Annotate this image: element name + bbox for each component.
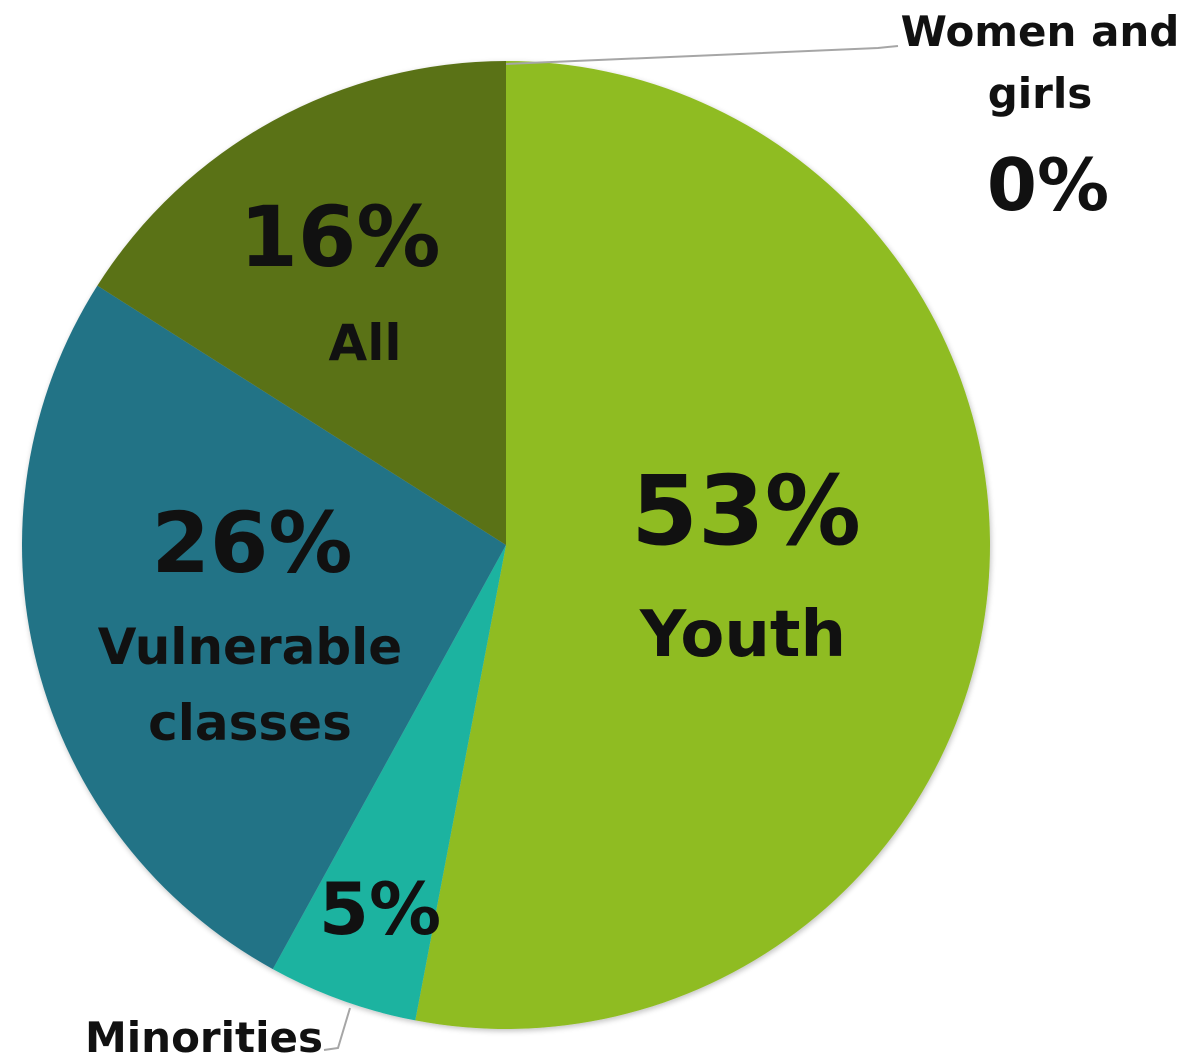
youth-label: Youth [639,598,846,672]
pie-slice-all [97,61,507,545]
women-girls-label-line2: girls [988,69,1093,118]
youth-percent: 53% [631,455,861,567]
minorities-label: Minorities [85,1013,323,1056]
minorities-leader-line [323,1007,351,1051]
all-percent: 16% [239,188,440,286]
pie-slices [21,61,991,1029]
pie-slice-youth [415,61,991,1029]
pie-slice-vulnerable-classes [21,285,506,970]
women-leader-line [505,45,899,65]
pie-slice-minorities [272,545,506,1021]
women-girls-percent: 0% [987,143,1109,227]
vulnerable-classes-label-line2: classes [148,694,352,752]
vulnerable-classes-percent: 26% [151,494,352,592]
vulnerable-classes-label-line1: Vulnerable [98,618,402,676]
all-label: All [329,314,402,372]
women-girls-label-line1: Women and [901,7,1180,56]
minorities-percent: 5% [319,867,441,951]
